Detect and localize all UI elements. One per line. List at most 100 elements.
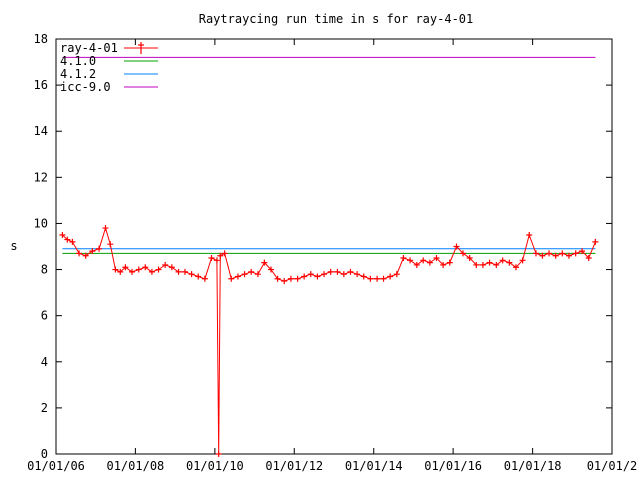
- plot-area-frame: [55, 38, 613, 455]
- data-point: [254, 271, 261, 278]
- data-point: [281, 278, 288, 285]
- data-point: [420, 257, 427, 264]
- data-point: [201, 275, 208, 282]
- legend-label: ray-4-01: [60, 41, 118, 55]
- data-point: [181, 268, 188, 275]
- data-point: [393, 271, 400, 278]
- y-tick-label: 12: [34, 170, 48, 184]
- y-tick-label: 4: [41, 355, 48, 369]
- x-tick-label: 01/01/2: [587, 459, 638, 473]
- data-point: [347, 268, 354, 275]
- x-tick-label: 01/01/12: [265, 459, 323, 473]
- x-tick-label: 01/01/14: [345, 459, 403, 473]
- data-point: [387, 273, 394, 280]
- data-point: [314, 273, 321, 280]
- data-point: [585, 255, 592, 262]
- data-point: [400, 255, 407, 262]
- y-axis: 0 2 4 6 8 10 12 14 16 18: [34, 32, 612, 461]
- data-point: [327, 268, 334, 275]
- data-point: [64, 236, 71, 243]
- x-axis: 01/01/06 01/01/08 01/01/10 01/01/12 01/01/14…: [27, 39, 637, 473]
- data-point: [287, 275, 294, 282]
- series-layer: [59, 56, 599, 457]
- data-point: [380, 275, 387, 282]
- data-point: [162, 261, 169, 268]
- y-tick-label: 14: [34, 124, 48, 138]
- data-point: [440, 261, 447, 268]
- data-point: [559, 250, 566, 257]
- data-point: [228, 275, 235, 282]
- data-point: [261, 259, 268, 266]
- data-point: [301, 273, 308, 280]
- data-point: [532, 250, 539, 257]
- data-point: [572, 250, 579, 257]
- data-point: [579, 248, 586, 255]
- data-point: [592, 238, 599, 245]
- y-tick-label: 6: [41, 309, 48, 323]
- data-point: [107, 241, 114, 248]
- data-point: [426, 259, 433, 266]
- data-point: [565, 252, 572, 259]
- data-point: [407, 257, 414, 264]
- data-point: [213, 257, 220, 264]
- data-point: [526, 231, 533, 238]
- data-point: [446, 259, 453, 266]
- data-point: [69, 238, 76, 245]
- data-point: [499, 257, 506, 264]
- data-point: [546, 250, 553, 257]
- data-point: [512, 264, 519, 271]
- data-point: [168, 264, 175, 271]
- data-point: [155, 266, 162, 273]
- data-point: [307, 271, 314, 278]
- data-point: [82, 252, 89, 259]
- data-point: [148, 268, 155, 275]
- data-point: [506, 259, 513, 266]
- data-point: [274, 275, 281, 282]
- data-point: [453, 243, 460, 250]
- x-tick-label: 01/01/18: [504, 459, 562, 473]
- data-point: [208, 255, 215, 262]
- data-point: [552, 252, 559, 259]
- data-point: [96, 245, 103, 252]
- x-tick-label: 01/01/06: [27, 459, 85, 473]
- x-tick-label: 01/01/16: [424, 459, 482, 473]
- data-point: [479, 261, 486, 268]
- data-point: [248, 268, 255, 275]
- data-point: [360, 273, 367, 280]
- data-point: [294, 275, 301, 282]
- chart-title: Raytraycing run time in s for ray-4-01: [199, 12, 474, 26]
- data-point: [234, 273, 241, 280]
- data-point: [374, 275, 381, 282]
- y-tick-label: 2: [41, 401, 48, 415]
- data-point: [413, 261, 420, 268]
- data-point: [59, 231, 66, 238]
- series-line-ray-4-01: [62, 226, 596, 455]
- data-point: [129, 268, 136, 275]
- data-point: [486, 259, 493, 266]
- data-point: [89, 248, 96, 255]
- y-tick-label: 18: [34, 32, 48, 46]
- data-point: [473, 261, 480, 268]
- data-point: [433, 255, 440, 262]
- data-point: [215, 451, 222, 457]
- x-tick-label: 01/01/10: [186, 459, 244, 473]
- legend-swatch-marker: [138, 42, 144, 54]
- data-point: [142, 264, 149, 271]
- data-point: [367, 275, 374, 282]
- data-point: [466, 255, 473, 262]
- legend-label: 4.1.2: [60, 67, 96, 81]
- data-point: [493, 261, 500, 268]
- y-tick-label: 0: [41, 447, 48, 461]
- data-point: [221, 250, 228, 257]
- legend-label: 4.1.0: [60, 54, 96, 68]
- data-point: [76, 250, 83, 257]
- data-point: [267, 266, 274, 273]
- data-point: [334, 268, 341, 275]
- data-point: [112, 266, 119, 273]
- data-point: [354, 271, 361, 278]
- y-tick-label: 16: [34, 78, 48, 92]
- data-point: [102, 225, 109, 232]
- y-tick-label: 8: [41, 263, 48, 277]
- x-tick-label: 01/01/08: [106, 459, 164, 473]
